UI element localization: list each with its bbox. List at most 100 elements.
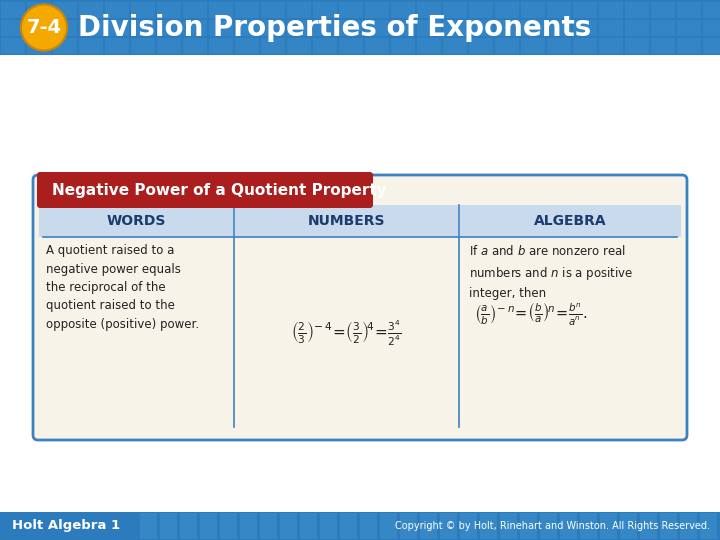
Bar <box>365 2 389 18</box>
Bar <box>313 38 337 54</box>
Bar <box>300 513 317 539</box>
Bar <box>573 20 597 36</box>
Text: Holt Algebra 1: Holt Algebra 1 <box>12 519 120 532</box>
Bar <box>417 2 441 18</box>
Bar <box>105 2 129 18</box>
Bar <box>547 38 571 54</box>
Text: Division Properties of Exponents: Division Properties of Exponents <box>78 14 591 42</box>
Bar <box>469 38 493 54</box>
Bar <box>320 513 337 539</box>
Bar <box>157 20 181 36</box>
Bar <box>79 20 103 36</box>
Bar <box>340 513 357 539</box>
Bar <box>573 2 597 18</box>
Bar <box>235 38 259 54</box>
Bar <box>280 513 297 539</box>
Bar <box>131 38 155 54</box>
Bar <box>640 513 657 539</box>
Bar <box>209 2 233 18</box>
Bar <box>365 38 389 54</box>
Text: Negative Power of a Quotient Property: Negative Power of a Quotient Property <box>52 183 387 198</box>
Bar <box>1 38 25 54</box>
Bar <box>703 2 720 18</box>
Bar <box>600 513 617 539</box>
Text: WORDS: WORDS <box>107 214 166 228</box>
Bar <box>651 2 675 18</box>
Bar <box>1 20 25 36</box>
Bar <box>443 2 467 18</box>
Bar <box>53 20 77 36</box>
Bar <box>313 2 337 18</box>
Bar <box>157 2 181 18</box>
Bar <box>680 513 697 539</box>
Bar <box>339 38 363 54</box>
Bar <box>365 20 389 36</box>
Bar <box>625 2 649 18</box>
Bar <box>287 20 311 36</box>
Bar <box>700 513 717 539</box>
Bar <box>209 38 233 54</box>
Bar <box>521 2 545 18</box>
Bar <box>495 38 519 54</box>
Circle shape <box>21 4 67 51</box>
Bar <box>339 20 363 36</box>
Bar <box>620 513 637 539</box>
Bar <box>547 20 571 36</box>
Bar <box>287 2 311 18</box>
Bar <box>0 0 720 55</box>
Bar <box>400 513 417 539</box>
Bar <box>235 2 259 18</box>
Bar <box>53 2 77 18</box>
FancyBboxPatch shape <box>33 175 687 440</box>
Bar <box>460 513 477 539</box>
Bar <box>625 20 649 36</box>
Bar <box>27 2 51 18</box>
Bar <box>703 20 720 36</box>
Bar <box>105 20 129 36</box>
Bar <box>703 38 720 54</box>
Bar <box>131 20 155 36</box>
Text: 7-4: 7-4 <box>27 18 62 37</box>
Bar <box>200 513 217 539</box>
Bar <box>261 38 285 54</box>
Bar <box>495 20 519 36</box>
Bar <box>105 38 129 54</box>
Bar <box>131 2 155 18</box>
Bar <box>420 513 437 539</box>
Bar <box>261 20 285 36</box>
Bar <box>79 2 103 18</box>
Bar <box>339 2 363 18</box>
Bar <box>417 20 441 36</box>
Bar <box>391 38 415 54</box>
Bar <box>599 38 623 54</box>
Bar <box>0 512 720 540</box>
Bar <box>157 38 181 54</box>
Bar <box>391 20 415 36</box>
Bar <box>677 20 701 36</box>
Bar <box>235 20 259 36</box>
Bar <box>27 20 51 36</box>
Bar <box>599 2 623 18</box>
Bar <box>495 2 519 18</box>
Bar <box>183 20 207 36</box>
Bar <box>677 38 701 54</box>
Bar <box>560 513 577 539</box>
Bar <box>209 20 233 36</box>
Bar <box>260 513 277 539</box>
Bar <box>39 205 233 237</box>
Bar <box>313 20 337 36</box>
Bar <box>240 513 257 539</box>
Bar <box>599 20 623 36</box>
Bar <box>160 513 177 539</box>
FancyBboxPatch shape <box>37 172 373 208</box>
Bar <box>500 513 517 539</box>
Bar <box>625 38 649 54</box>
Bar <box>547 2 571 18</box>
Bar <box>651 20 675 36</box>
Bar <box>180 513 197 539</box>
Bar <box>521 20 545 36</box>
Bar <box>183 38 207 54</box>
Bar <box>580 513 597 539</box>
Bar <box>443 20 467 36</box>
Bar <box>417 38 441 54</box>
